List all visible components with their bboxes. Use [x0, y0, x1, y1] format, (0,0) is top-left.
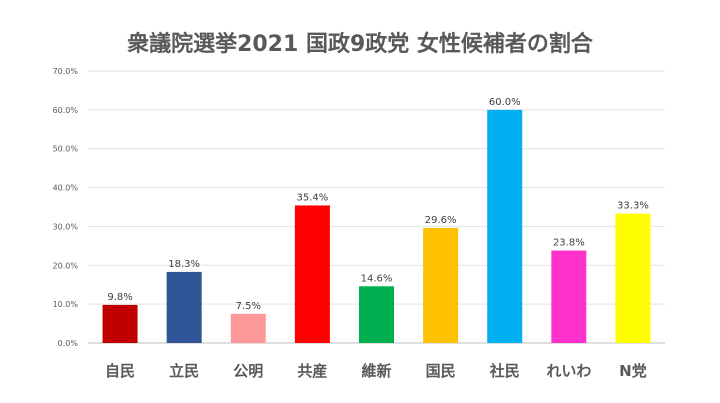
y-tick-label: 30.0%	[53, 222, 79, 231]
data-label: 29.6%	[425, 215, 457, 226]
data-label: 23.8%	[553, 238, 585, 249]
x-tick-label: 社民	[489, 362, 520, 380]
data-label: 14.6%	[361, 273, 393, 284]
x-tick-label: 国民	[426, 362, 456, 380]
chart-title: 衆議院選挙2021 国政9政党 女性候補者の割合	[127, 32, 593, 57]
data-label: 18.3%	[168, 259, 200, 270]
bar-社民	[487, 109, 523, 343]
x-tick-label: 維新	[361, 362, 391, 380]
bar-れいわ	[551, 250, 587, 343]
y-tick-label: 50.0%	[53, 145, 79, 154]
y-tick-label: 10.0%	[53, 300, 79, 309]
data-label: 7.5%	[236, 301, 261, 312]
x-tick-label: 共産	[297, 362, 327, 380]
y-tick-label: 20.0%	[53, 261, 79, 270]
bar-公明	[230, 313, 266, 343]
x-tick-label: 立民	[169, 362, 199, 380]
x-tick-label: N党	[619, 362, 647, 380]
y-tick-label: 0.0%	[58, 339, 79, 348]
bar-N党	[615, 213, 651, 343]
x-tick-label: 自民	[105, 362, 135, 380]
bar-国民	[423, 227, 459, 343]
y-tick-label: 70.0%	[53, 67, 79, 76]
data-label: 60.0%	[489, 97, 521, 108]
bar-維新	[359, 286, 394, 343]
data-label: 35.4%	[296, 192, 328, 203]
bar-自民	[102, 304, 138, 343]
data-label: 9.8%	[107, 292, 132, 303]
x-tick-label: れいわ	[546, 362, 591, 380]
bar-共産	[294, 205, 330, 343]
y-tick-label: 60.0%	[53, 106, 79, 115]
data-label: 33.3%	[617, 201, 649, 212]
x-tick-label: 公明	[233, 362, 263, 380]
bar-立民	[166, 271, 202, 343]
y-tick-label: 40.0%	[53, 184, 79, 193]
